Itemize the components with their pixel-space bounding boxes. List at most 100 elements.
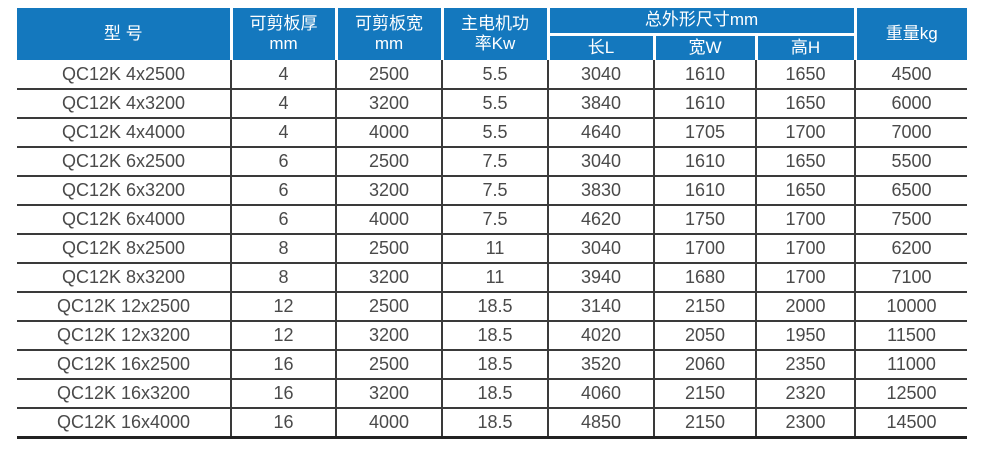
table-row: QC12K 8x3200 8 3200 11 3940 1680 1700 71… — [17, 263, 968, 294]
cell-sheet-width: 2500 — [335, 234, 442, 265]
cell-sheet-width: 2500 — [335, 350, 442, 381]
cell-height-h: 1650 — [754, 60, 856, 91]
cell-sheet-width: 3200 — [335, 89, 442, 120]
table-row: QC12K 6x3200 6 3200 7.5 3830 1610 1650 6… — [17, 176, 968, 207]
cell-thickness: 6 — [230, 176, 336, 207]
col-header-width-w: 宽W — [652, 34, 756, 61]
cell-length-l: 3040 — [547, 147, 654, 178]
cell-sheet-width: 2500 — [335, 60, 442, 91]
cell-power: 7.5 — [441, 205, 548, 236]
col-header-sheet-width: 可剪板宽 mm — [334, 8, 442, 61]
cell-model: QC12K 6x4000 — [17, 205, 231, 236]
cell-height-h: 2320 — [754, 379, 856, 410]
table-row: QC12K 12x2500 12 2500 18.5 3140 2150 200… — [17, 292, 968, 323]
cell-power: 5.5 — [441, 60, 548, 91]
cell-power: 11 — [441, 263, 548, 294]
cell-power: 11 — [441, 234, 548, 265]
cell-weight: 6000 — [854, 89, 968, 120]
cell-model: QC12K 4x2500 — [17, 60, 231, 91]
cell-weight: 4500 — [854, 60, 968, 91]
cell-length-l: 4640 — [547, 118, 654, 149]
table-row: QC12K 12x3200 12 3200 18.5 4020 2050 195… — [17, 321, 968, 352]
cell-width-w: 1610 — [653, 176, 756, 207]
cell-thickness: 12 — [230, 321, 336, 352]
cell-width-w: 1610 — [653, 89, 756, 120]
cell-weight: 5500 — [854, 147, 968, 178]
cell-weight: 7000 — [854, 118, 968, 149]
cell-width-w: 1680 — [653, 263, 756, 294]
cell-height-h: 1700 — [754, 263, 856, 294]
cell-power: 7.5 — [441, 176, 548, 207]
table-row: QC12K 16x2500 16 2500 18.5 3520 2060 235… — [17, 350, 968, 381]
cell-width-w: 2150 — [653, 379, 756, 410]
col-header-length-l: 长L — [546, 34, 654, 61]
cell-thickness: 12 — [230, 292, 336, 323]
cell-width-w: 2060 — [653, 350, 756, 381]
cell-model: QC12K 4x4000 — [17, 118, 231, 149]
cell-weight: 6500 — [854, 176, 968, 207]
cell-length-l: 3940 — [547, 263, 654, 294]
cell-thickness: 16 — [230, 350, 336, 381]
cell-sheet-width: 2500 — [335, 147, 442, 178]
cell-width-w: 1610 — [653, 60, 756, 91]
cell-power: 18.5 — [441, 350, 548, 381]
header-line: 可剪板宽 — [355, 13, 423, 33]
cell-weight: 11500 — [854, 321, 968, 352]
cell-model: QC12K 6x2500 — [17, 147, 231, 178]
col-header-height-h: 高H — [754, 34, 856, 61]
page: 型 号 可剪板厚 mm 可剪板宽 mm 主电机功 率Kw 总外形尺寸mm 重量k… — [0, 8, 992, 450]
col-header-weight: 重量kg — [853, 8, 968, 61]
header-line: mm — [269, 34, 298, 54]
cell-length-l: 4060 — [547, 379, 654, 410]
cell-weight: 11000 — [854, 350, 968, 381]
cell-weight: 14500 — [854, 408, 968, 439]
col-header-motor-power: 主电机功 率Kw — [440, 8, 548, 61]
cell-power: 7.5 — [441, 147, 548, 178]
cell-sheet-width: 3200 — [335, 176, 442, 207]
cell-height-h: 1650 — [754, 147, 856, 178]
cell-model: QC12K 16x3200 — [17, 379, 231, 410]
spec-table: 型 号 可剪板厚 mm 可剪板宽 mm 主电机功 率Kw 总外形尺寸mm 重量k… — [17, 8, 968, 439]
header-row-2: 长L 宽W 高H — [17, 34, 967, 61]
cell-height-h: 1650 — [754, 176, 856, 207]
cell-width-w: 2150 — [653, 408, 756, 439]
cell-weight: 12500 — [854, 379, 968, 410]
cell-length-l: 4020 — [547, 321, 654, 352]
cell-length-l: 3840 — [547, 89, 654, 120]
header-line: mm — [374, 34, 404, 54]
cell-width-w: 1700 — [653, 234, 756, 265]
table-row: QC12K 6x4000 6 4000 7.5 4620 1750 1700 7… — [17, 205, 968, 236]
cell-height-h: 2300 — [754, 408, 856, 439]
cell-model: QC12K 12x3200 — [17, 321, 231, 352]
table-row: QC12K 16x3200 16 3200 18.5 4060 2150 232… — [17, 379, 968, 410]
header-line: 可剪板厚 — [249, 13, 318, 33]
table-row: QC12K 6x2500 6 2500 7.5 3040 1610 1650 5… — [17, 147, 968, 178]
cell-width-w: 2150 — [653, 292, 756, 323]
cell-power: 5.5 — [441, 89, 548, 120]
cell-model: QC12K 8x2500 — [17, 234, 231, 265]
table-body: QC12K 4x2500 4 2500 5.5 3040 1610 1650 4… — [17, 60, 968, 439]
table-row: QC12K 4x3200 4 3200 5.5 3840 1610 1650 6… — [17, 89, 968, 120]
cell-thickness: 16 — [230, 379, 336, 410]
cell-sheet-width: 4000 — [335, 118, 442, 149]
cell-model: QC12K 6x3200 — [17, 176, 231, 207]
cell-model: QC12K 16x4000 — [17, 408, 231, 439]
cell-sheet-width: 3200 — [335, 379, 442, 410]
cell-model: QC12K 4x3200 — [17, 89, 231, 120]
col-header-model: 型 号 — [17, 8, 231, 61]
cell-weight: 7500 — [854, 205, 968, 236]
col-header-thickness: 可剪板厚 mm — [229, 8, 336, 61]
cell-length-l: 3140 — [547, 292, 654, 323]
cell-power: 18.5 — [441, 408, 548, 439]
cell-weight: 6200 — [854, 234, 968, 265]
cell-sheet-width: 3200 — [335, 263, 442, 294]
cell-height-h: 1700 — [754, 205, 856, 236]
cell-model: QC12K 12x2500 — [17, 292, 231, 323]
header-line: 率Kw — [474, 34, 516, 54]
cell-thickness: 4 — [230, 60, 336, 91]
cell-weight: 7100 — [854, 263, 968, 294]
cell-model: QC12K 8x3200 — [17, 263, 231, 294]
table-row: QC12K 16x4000 16 4000 18.5 4850 2150 230… — [17, 408, 968, 439]
cell-height-h: 1950 — [754, 321, 856, 352]
cell-thickness: 16 — [230, 408, 336, 439]
